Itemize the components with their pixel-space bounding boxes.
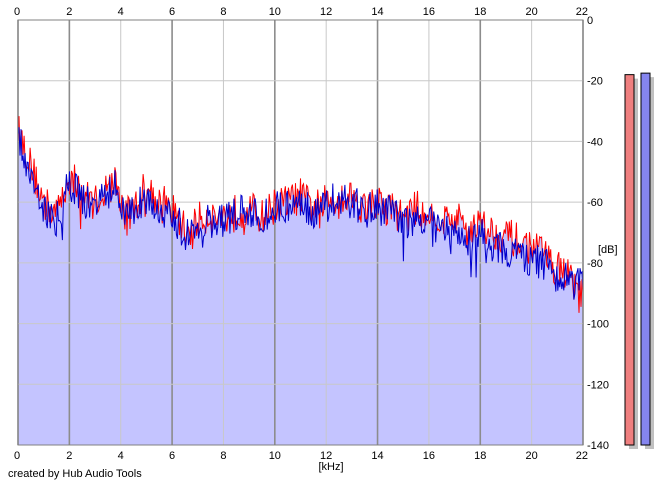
x-tick-label-bottom: 10	[269, 450, 281, 462]
x-tick-label-top: 20	[526, 6, 538, 18]
x-tick-label-bottom: 14	[371, 450, 383, 462]
x-tick-label-bottom: 18	[474, 450, 486, 462]
x-tick-label-bottom: 2	[66, 450, 72, 462]
x-tick-label-bottom: 4	[118, 450, 124, 462]
y-tick-labels: 0 -20 -40 -60 -80 -100 -120 -140	[587, 15, 609, 452]
y-tick-label: 0	[587, 15, 593, 27]
x-tick-label-top: 16	[423, 6, 435, 18]
y-tick-label: -140	[587, 440, 609, 452]
x-tick-label-bottom: 0	[14, 450, 20, 462]
x-tick-label-top: 22	[576, 6, 588, 18]
y-tick-label: -80	[587, 258, 603, 270]
x-tick-label-bottom: 6	[169, 450, 175, 462]
series-layer	[17, 116, 584, 313]
x-tick-label-bottom: 8	[220, 450, 226, 462]
series-line-right	[17, 127, 584, 300]
x-tick-label-bottom: 22	[576, 450, 588, 462]
x-tick-label-top: 0	[14, 6, 20, 18]
x-tick-label-top: 8	[220, 6, 226, 18]
plot-frame	[17, 19, 584, 446]
x-tick-labels-top: 0 2 4 6 8 10 12 14 16 18 20 22	[14, 6, 588, 18]
x-tick-label-top: 12	[320, 6, 332, 18]
x-tick-label-top: 6	[169, 6, 175, 18]
x-axis-label: [kHz]	[318, 461, 343, 473]
y-tick-label: -100	[587, 319, 609, 331]
plot-border	[17, 19, 584, 446]
x-tick-label-bottom: 20	[526, 450, 538, 462]
x-tick-labels-bottom: 0 2 4 6 8 10 12 14 16 18 20 22	[14, 450, 588, 462]
x-tick-label-bottom: 12	[320, 450, 332, 462]
y-tick-label: -60	[587, 197, 603, 209]
x-tick-label-top: 14	[371, 6, 383, 18]
series-line-left	[17, 116, 584, 313]
level-meter-right	[640, 72, 651, 446]
x-tick-label-top: 10	[269, 6, 281, 18]
y-tick-label: -20	[587, 76, 603, 88]
x-tick-label-top: 18	[474, 6, 486, 18]
x-tick-label-top: 2	[66, 6, 72, 18]
x-tick-label-top: 4	[118, 6, 124, 18]
credit-text: created by Hub Audio Tools	[8, 468, 142, 480]
x-tick-label-bottom: 16	[423, 450, 435, 462]
y-axis-label: [dB]	[598, 244, 618, 256]
level-meter-left	[624, 74, 635, 446]
y-tick-label: -40	[587, 136, 603, 148]
y-tick-label: -120	[587, 379, 609, 391]
level-meters	[624, 72, 654, 450]
